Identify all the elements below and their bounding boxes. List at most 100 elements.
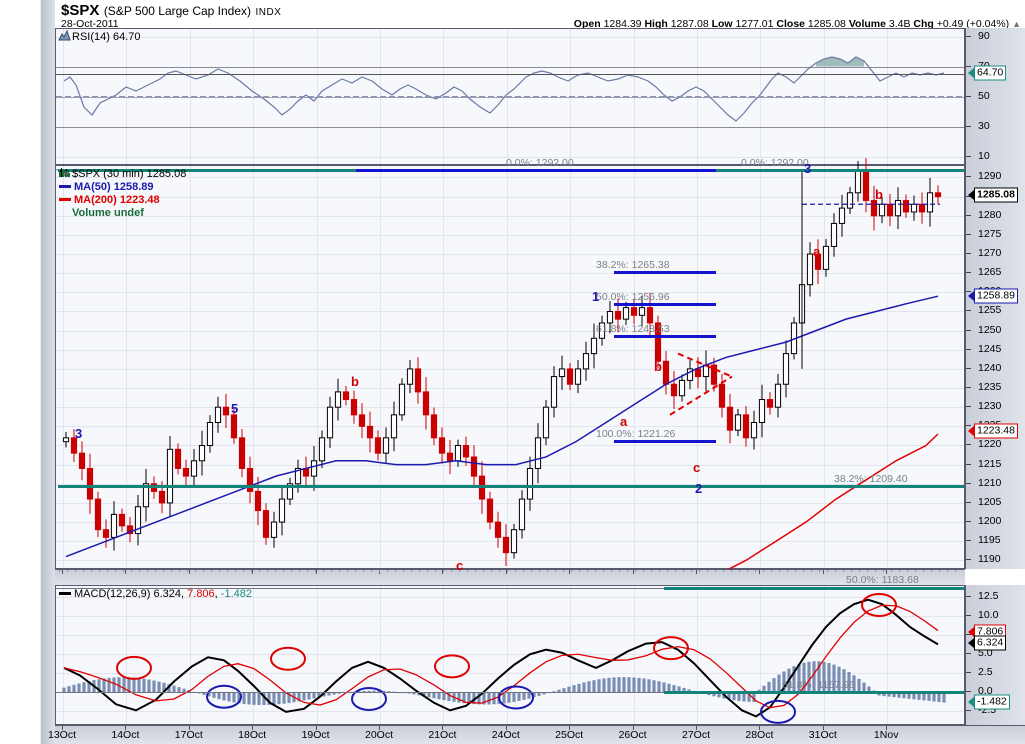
date-tick bbox=[252, 570, 254, 574]
date-label-1Nov: 1Nov bbox=[873, 729, 899, 741]
gridline-price-1265 bbox=[56, 273, 964, 275]
rsi-panel: RSI(14) 64.70 bbox=[55, 28, 965, 165]
left-spine-inner bbox=[41, 0, 56, 744]
fib-level-line bbox=[614, 270, 716, 274]
chart-title: $SPX (S&P 500 Large Cap Index) INDX bbox=[61, 2, 281, 20]
date-minor-tick bbox=[699, 570, 700, 572]
gridline-price-1280 bbox=[56, 215, 964, 217]
fib-level-label: 0.0%: 1292.00 bbox=[506, 156, 574, 169]
date-minor-tick bbox=[59, 570, 60, 572]
date-minor-tick bbox=[571, 570, 572, 572]
high-label: High bbox=[644, 18, 668, 30]
date-minor-tick bbox=[115, 570, 116, 572]
gridline-vertical bbox=[823, 166, 825, 568]
date-minor-tick bbox=[299, 570, 300, 572]
date-minor-tick bbox=[459, 570, 460, 572]
axis-tick bbox=[966, 272, 971, 274]
date-minor-tick bbox=[371, 570, 372, 572]
date-minor-tick bbox=[827, 570, 828, 572]
macd-axis-label-12.5: 12.5 bbox=[978, 590, 999, 603]
gridline-price-1195 bbox=[56, 541, 964, 543]
price-axis-label-1245: 1245 bbox=[978, 342, 1002, 355]
macd-fib-extension-line bbox=[56, 691, 664, 693]
rsi-plot bbox=[56, 56, 964, 122]
axis-tick bbox=[966, 35, 971, 37]
date-minor-tick bbox=[483, 570, 484, 572]
date-minor-tick bbox=[651, 570, 652, 572]
gridline-price-1230 bbox=[56, 407, 964, 409]
gridline-price-1205 bbox=[56, 502, 964, 504]
price-current-label: 1285.08 bbox=[974, 187, 1018, 203]
date-minor-tick bbox=[347, 570, 348, 572]
date-minor-tick bbox=[763, 570, 764, 572]
chg-value: +0.49 (+0.04%) bbox=[936, 18, 1010, 30]
open-value: 1284.39 bbox=[603, 18, 642, 30]
date-tick bbox=[62, 726, 63, 730]
axis-tick bbox=[966, 672, 971, 674]
wave-label-b: b bbox=[875, 187, 883, 202]
date-minor-tick bbox=[187, 570, 188, 572]
wave-label-a: a bbox=[813, 244, 821, 259]
date-minor-tick bbox=[883, 570, 884, 572]
axis-tick bbox=[966, 233, 971, 235]
close-value: 1285.08 bbox=[807, 18, 846, 30]
date-minor-tick bbox=[171, 570, 172, 572]
date-label-27Oct: 27Oct bbox=[681, 729, 711, 741]
macd-plot bbox=[62, 592, 946, 724]
date-label-14Oct: 14Oct bbox=[111, 729, 140, 741]
date-minor-tick bbox=[147, 570, 148, 572]
date-minor-tick bbox=[307, 570, 308, 572]
date-minor-tick bbox=[915, 570, 916, 572]
date-tick bbox=[505, 726, 507, 730]
date-minor-tick bbox=[691, 570, 692, 572]
axis-tick bbox=[966, 65, 971, 67]
gridline-vertical bbox=[189, 166, 191, 568]
gridline-vertical bbox=[253, 166, 255, 568]
date-label-19Oct: 19Oct bbox=[301, 729, 330, 741]
date-tick bbox=[379, 726, 380, 730]
rsi-area-icon bbox=[58, 29, 71, 41]
gridline-macd--2.5 bbox=[56, 711, 964, 713]
ma50-swatch-icon bbox=[59, 185, 71, 188]
date-minor-tick bbox=[123, 570, 124, 572]
date-label-26Oct: 26Oct bbox=[618, 729, 647, 741]
date-minor-tick bbox=[843, 570, 844, 572]
date-minor-tick bbox=[331, 570, 332, 572]
gridline-vertical bbox=[506, 166, 508, 568]
axis-tick bbox=[966, 310, 971, 312]
date-minor-tick bbox=[435, 570, 436, 572]
macd-axis-label-10.0: 10.0 bbox=[978, 609, 999, 622]
date-tick bbox=[62, 570, 63, 574]
date-minor-tick bbox=[467, 570, 468, 572]
date-minor-tick bbox=[875, 570, 876, 572]
date-label-25Oct: 25Oct bbox=[555, 729, 584, 741]
date-tick bbox=[632, 726, 634, 730]
date-minor-tick bbox=[947, 570, 948, 572]
gridline-macd-2.5 bbox=[56, 673, 964, 675]
date-minor-tick bbox=[411, 570, 412, 572]
gridline-price-1270 bbox=[56, 254, 964, 256]
date-minor-tick bbox=[923, 570, 924, 572]
date-minor-tick bbox=[579, 570, 580, 572]
gridline-price-1235 bbox=[56, 388, 964, 390]
price-axis-label-1275: 1275 bbox=[978, 227, 1002, 240]
open-label: Open bbox=[573, 18, 601, 30]
date-minor-tick bbox=[179, 570, 180, 572]
price-axis-label-1215: 1215 bbox=[978, 457, 1002, 470]
price-axis-label-1240: 1240 bbox=[978, 361, 1002, 374]
date-minor-tick bbox=[291, 570, 292, 572]
date-minor-tick bbox=[611, 570, 612, 572]
macd-legend-v3: -1.482 bbox=[220, 588, 252, 600]
date-label-21Oct: 21Oct bbox=[428, 729, 457, 741]
axis-tick bbox=[966, 214, 971, 216]
rsi-legend-text: RSI(14) 64.70 bbox=[72, 31, 141, 43]
date-minor-tick bbox=[67, 570, 68, 572]
date-label-31Oct: 31Oct bbox=[808, 729, 837, 741]
macd-fib-bottom-line bbox=[664, 690, 964, 694]
date-minor-tick bbox=[595, 570, 596, 572]
gridline-rsi-10 bbox=[56, 156, 964, 158]
price-axis-label-1290: 1290 bbox=[978, 170, 1002, 183]
macd-legend-v2: 7.806 bbox=[187, 588, 215, 600]
macd-signal-value-label-arrow bbox=[968, 626, 974, 637]
